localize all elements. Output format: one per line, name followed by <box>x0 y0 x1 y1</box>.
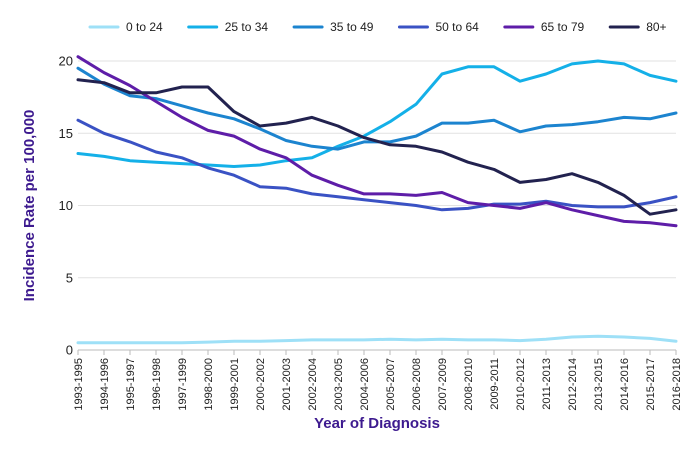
x-tick-label: 1994-1996 <box>99 358 111 411</box>
legend-label: 25 to 34 <box>225 20 269 34</box>
x-tick-label: 2007-2009 <box>437 358 449 411</box>
x-tick-label: 2001-2003 <box>281 358 293 411</box>
gridlines <box>78 60 676 279</box>
x-tick-label: 1998-2000 <box>203 358 215 411</box>
x-tick-label: 2005-2007 <box>385 358 397 411</box>
legend: 0 to 24 25 to 34 35 to 49 50 to 64 65 to 79 8… <box>88 20 667 34</box>
y-tick-label: 0 <box>66 343 73 358</box>
x-tick-label: 1993-1995 <box>73 358 85 411</box>
x-tick-label: 2000-2002 <box>255 358 267 411</box>
x-tick-label: 2013-2015 <box>593 358 605 411</box>
series-line-1[interactable] <box>76 59 678 168</box>
y-tick-label: 20 <box>59 54 73 69</box>
legend-label: 50 to 64 <box>435 20 479 34</box>
legend-item-2[interactable]: 35 to 49 <box>292 20 374 34</box>
x-tick-label: 2011-2013 <box>541 358 553 410</box>
legend-item-1[interactable]: 25 to 34 <box>187 20 269 34</box>
x-tick-label: 2004-2006 <box>359 358 371 411</box>
series-line-5[interactable] <box>76 78 678 216</box>
x-tick-label: 2009-2011 <box>489 358 501 410</box>
series-line-3[interactable] <box>76 118 678 212</box>
legend-label: 0 to 24 <box>126 20 163 34</box>
x-tick-label: 2002-2004 <box>307 358 319 411</box>
y-tick-label: 10 <box>59 198 73 213</box>
series-lines <box>76 55 678 345</box>
legend-item-3[interactable]: 50 to 64 <box>397 20 479 34</box>
y-axis-ticks: 0 5 10 15 20 <box>59 54 73 358</box>
x-tick-label: 2008-2010 <box>463 358 475 411</box>
x-tick-label: 2003-2005 <box>333 358 345 411</box>
x-tick-label: 2014-2016 <box>619 358 631 411</box>
x-tick-label: 2015-2017 <box>645 358 657 411</box>
series-line-4[interactable] <box>76 55 678 228</box>
x-tick-label: 2012-2014 <box>567 358 579 411</box>
x-tick-label: 2016-2018 <box>671 358 683 411</box>
y-tick-label: 15 <box>59 126 73 141</box>
legend-item-4[interactable]: 65 to 79 <box>503 20 585 34</box>
legend-item-5[interactable]: 80+ <box>608 20 667 34</box>
legend-item-0[interactable]: 0 to 24 <box>88 20 163 34</box>
legend-label: 65 to 79 <box>541 20 585 34</box>
x-tick-label: 1997-1999 <box>177 358 189 411</box>
x-tick-label: 2010-2012 <box>515 358 527 411</box>
x-tick-label: 1995-1997 <box>125 358 137 411</box>
x-axis-ticks: 1993-1995 1994-1996 1995-1997 1996-1998 1997… <box>73 350 683 411</box>
legend-label: 35 to 49 <box>330 20 374 34</box>
x-tick-label: 2006-2008 <box>411 358 423 411</box>
legend-label: 80+ <box>646 20 666 34</box>
x-tick-label: 1996-1998 <box>151 358 163 411</box>
y-tick-label: 5 <box>66 270 73 285</box>
y-axis-title: Incidence Rate per 100,000 <box>21 110 38 302</box>
x-axis-title: Year of Diagnosis <box>314 415 440 432</box>
series-line-0[interactable] <box>76 334 678 345</box>
x-tick-label: 1999-2001 <box>229 358 241 411</box>
